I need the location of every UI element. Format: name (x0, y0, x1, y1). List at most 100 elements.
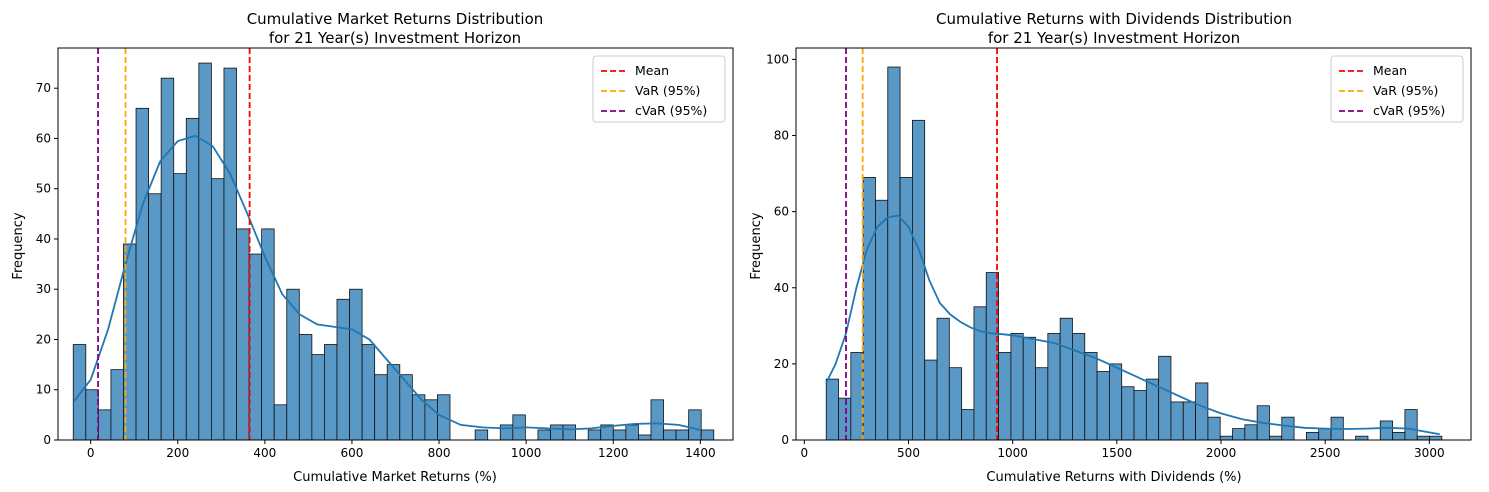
histogram-bar (1355, 435, 1369, 441)
histogram-bar (936, 317, 950, 441)
histogram-bar (537, 429, 551, 441)
histogram-bar (961, 409, 975, 441)
y-tick-label: 80 (774, 129, 789, 143)
kde-line (72, 134, 701, 431)
histogram-bar (261, 228, 275, 441)
histogram-bar (825, 378, 839, 441)
x-tick-label: 1500 (1102, 446, 1133, 460)
histogram-bar (688, 409, 702, 441)
histogram-bar (1244, 424, 1258, 441)
histogram-bar (1379, 420, 1393, 441)
histogram-bar (110, 369, 124, 441)
histogram-bar (324, 344, 338, 441)
legend-label: cVaR (95%) (1373, 103, 1445, 118)
histogram-bar (97, 409, 112, 441)
histogram-bar (1392, 431, 1406, 441)
histogram-bar (638, 434, 652, 441)
x-tick-label: 2500 (1310, 446, 1341, 460)
histogram-bar (1305, 431, 1320, 441)
histogram-bar (625, 424, 639, 441)
x-tick-label: 1200 (598, 446, 629, 460)
x-tick-label: 400 (253, 446, 276, 460)
chart-dividend-returns: Cumulative Returns with Dividends Distri… (749, 10, 1472, 485)
histogram-bar (862, 176, 876, 441)
y-tick-label: 10 (36, 383, 51, 397)
histogram-bar (1084, 352, 1098, 441)
histogram-bar (1281, 416, 1295, 441)
histogram-bar (361, 344, 376, 441)
x-tick-label: 500 (897, 446, 920, 460)
y-tick-label: 50 (36, 182, 51, 196)
histogram-bar (998, 352, 1012, 441)
histogram-bar (1022, 336, 1036, 441)
histogram-bar (248, 253, 263, 441)
histogram-bar (1059, 317, 1073, 441)
x-tick-label: 1000 (511, 446, 542, 460)
histogram-bar (135, 107, 149, 441)
histogram-bar (1121, 386, 1135, 441)
histogram-bar (1429, 435, 1443, 441)
histogram-bar (1010, 333, 1024, 441)
chart-title: Cumulative Market Returns Distribution fo… (247, 10, 544, 47)
legend: Mean VaR (95%) cVaR (95%) (592, 55, 726, 123)
y-tick-label: 70 (36, 81, 51, 95)
histogram-bar (374, 374, 388, 441)
histogram-bar (650, 399, 664, 441)
x-tick-label: 0 (801, 446, 809, 460)
y-tick-label: 30 (36, 282, 51, 296)
legend-label: Mean (1373, 63, 1407, 78)
axes: 0 500 1000 1500 2000 2500 3000 0 20 40 60 80 100 (766, 47, 1472, 460)
x-tick-label: 2000 (1206, 446, 1237, 460)
y-tick-label: 100 (766, 52, 789, 66)
legend-label: cVaR (95%) (635, 103, 707, 118)
histogram-bar (424, 399, 438, 441)
legend-label: VaR (95%) (1373, 83, 1438, 98)
histogram-bar (911, 119, 926, 441)
histogram-bar (298, 334, 313, 441)
histogram-bar (474, 429, 489, 441)
y-tick-label: 60 (36, 131, 51, 145)
histogram-bar (838, 397, 852, 441)
histogram-bar (700, 429, 715, 441)
histogram-bar (1047, 333, 1061, 441)
y-axis-label: Frequency (749, 212, 764, 279)
plot-frame (795, 47, 1472, 441)
x-tick-label: 800 (428, 446, 451, 460)
histogram-bar (349, 288, 363, 441)
histogram-bar (1404, 409, 1418, 441)
y-tick-label: 60 (774, 205, 789, 219)
histogram-bar (1108, 363, 1123, 441)
legend-box (592, 55, 726, 123)
histogram-bar (1232, 428, 1246, 441)
histogram-bar (1096, 371, 1110, 441)
histogram-bar (223, 67, 237, 441)
histogram-bar (924, 359, 938, 441)
histogram-bar (1269, 435, 1283, 441)
legend-label: VaR (95%) (635, 83, 700, 98)
histogram-bar (336, 298, 350, 441)
y-tick-label: 0 (781, 433, 789, 447)
histogram-bar (399, 374, 413, 441)
histogram-bar (1133, 390, 1147, 441)
histogram-bar (273, 404, 288, 441)
histogram-bar (587, 429, 602, 441)
x-tick-label: 3000 (1414, 446, 1445, 460)
histogram-bar (1158, 355, 1172, 441)
chart-title: Cumulative Returns with Dividends Distri… (936, 10, 1292, 47)
histogram-bar (236, 228, 250, 441)
y-tick-label: 20 (36, 332, 51, 346)
x-tick-label: 600 (340, 446, 363, 460)
y-axis-label: Frequency (11, 212, 26, 279)
histogram-bar (72, 344, 87, 441)
histogram-bar (1145, 378, 1160, 441)
legend-label: Mean (635, 63, 669, 78)
histogram-bar (899, 176, 913, 441)
y-tick-label: 40 (774, 281, 789, 295)
kde-line (825, 214, 1440, 436)
x-tick-label: 200 (166, 446, 189, 460)
histogram-bar (148, 193, 162, 441)
histogram-bar (160, 77, 175, 441)
histogram-bar (875, 199, 889, 441)
histogram-bar (1318, 428, 1332, 441)
